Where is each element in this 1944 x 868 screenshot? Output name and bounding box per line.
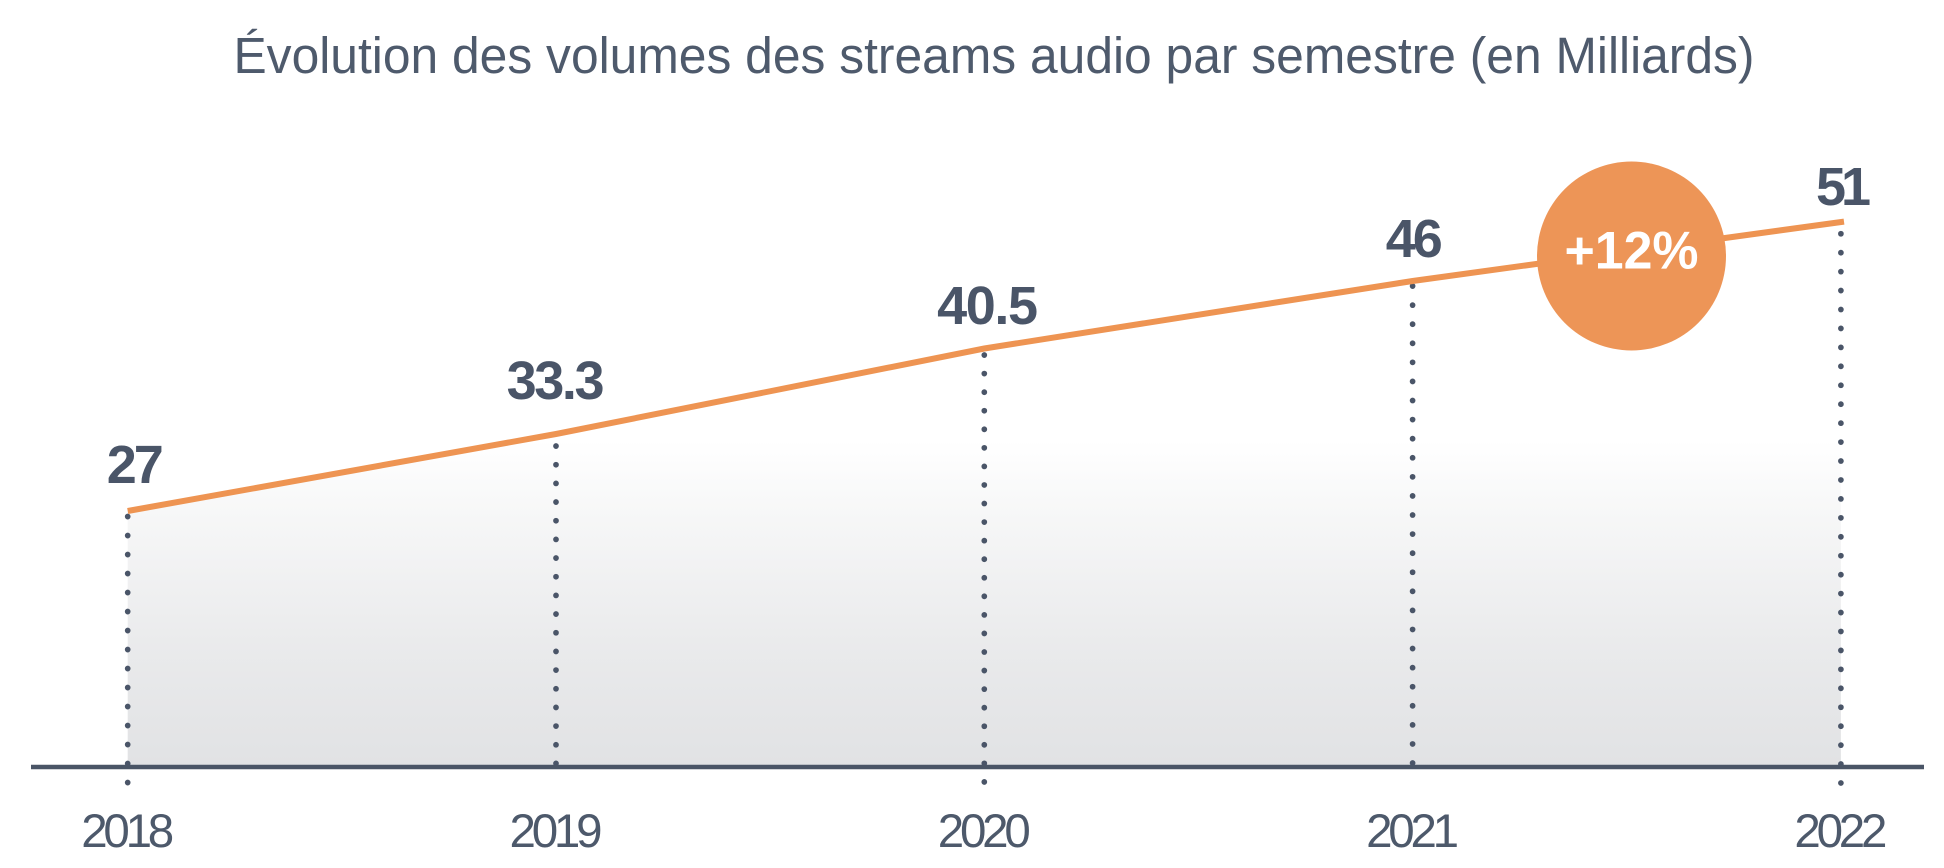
- svg-text:2022: 2022: [1794, 805, 1887, 858]
- svg-text:2019: 2019: [510, 805, 603, 858]
- svg-text:51: 51: [1816, 157, 1871, 217]
- svg-text:40.5: 40.5: [937, 276, 1038, 336]
- svg-text:Évolution des volumes des stre: Évolution des volumes des streams audio …: [234, 27, 1755, 84]
- svg-text:33.3: 33.3: [507, 351, 605, 411]
- svg-text:2018: 2018: [81, 805, 174, 858]
- svg-text:2021: 2021: [1366, 805, 1459, 858]
- svg-text:2020: 2020: [938, 805, 1031, 858]
- svg-text:+12%: +12%: [1565, 222, 1699, 281]
- svg-text:27: 27: [107, 435, 164, 495]
- svg-text:46: 46: [1386, 209, 1443, 269]
